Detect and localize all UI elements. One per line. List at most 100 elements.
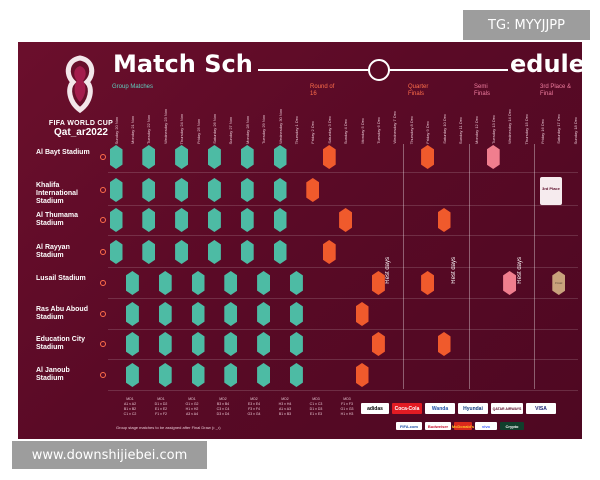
match-hexagon [142,178,156,202]
rest-days-label: Rest days [385,257,391,284]
row-divider [108,390,578,391]
matchday-line: MD1 [188,397,196,401]
stage-label-round16: Round of 16 [310,84,335,97]
matchday-line: E3 v E4 [247,402,261,406]
matchday-line: C3 v C4 [216,407,230,411]
match-hexagon [158,363,172,387]
knockout-match-hexagon [355,302,369,326]
date-column: Friday 2 Dec [308,110,317,144]
matchday-line: A1 v A2 [123,402,137,406]
date-column: Thursday 1 Dec [292,110,301,144]
venue-marker-icon [100,249,106,255]
match-hexagon [158,271,172,295]
venue-label: Al Rayyan Stadium [36,244,70,259]
match-hexagon [191,332,205,356]
date-label: Saturday 3 Dec [326,116,332,144]
date-column: Tuesday 22 Nov [144,110,153,144]
date-column: Saturday 10 Dec [440,110,449,144]
match-hexagon [224,363,238,387]
match-hexagon [191,363,205,387]
page-title-end: edule [510,50,582,78]
third-place-card: 3rd Place [540,177,562,205]
matchday-line: MD2 [219,397,227,401]
knockout-match-hexagon [322,240,336,264]
date-column: Sunday 4 Dec [341,110,350,144]
date-label: Friday 25 Nov [195,119,201,144]
match-hexagon [142,208,156,232]
match-hexagon [289,363,303,387]
matchday-column: MD1 G1 v G2 H1 v H2 A3 v A4 [178,397,206,417]
matchday-line: MD1 [157,397,165,401]
matchday-line: F3 v F4 [248,407,260,411]
match-hexagon [125,302,139,326]
venue-marker-icon [100,217,106,223]
knockout-match-hexagon [503,271,517,295]
venue-label: Lusail Stadium [36,275,86,282]
date-label: Wednesday 7 Dec [392,111,398,144]
date-label: Thursday 1 Dec [293,115,299,144]
stage-label-quarter: Quarter Finals [408,84,429,97]
sponsor-logo: Hyundai [458,403,488,414]
match-hexagon [125,363,139,387]
matchday-line: G3 v G4 [247,412,261,416]
date-column: Thursday 8 Dec [407,110,416,144]
sponsor-logo: QATAR AIRWAYS [491,403,523,414]
date-label: Saturday 10 Dec [441,114,447,144]
knockout-match-hexagon [421,271,435,295]
matchday-line: MD3 [312,397,320,401]
matchday-column: MD2 E3 v E4 F3 v F4 G3 v G4 [240,397,268,417]
knockout-match-hexagon [339,208,353,232]
match-hexagon [158,332,172,356]
match-hexagon [191,302,205,326]
match-hexagon [109,178,123,202]
venue-label: Al Janoub Stadium [36,367,70,382]
date-column: Friday 9 Dec [423,110,432,144]
match-schedule-poster: FIFA WORLD CUP Qat_ar2022 Match Sch edul… [18,42,582,439]
knockout-match-hexagon [437,332,451,356]
venue-label: Ras Abu Aboud Stadium [36,306,88,321]
matchday-line: D1 v D3 [309,407,323,411]
date-column: Wednesday 30 Nov [276,109,285,144]
date-label: Friday 2 Dec [310,121,316,144]
brand-text: FIFA WORLD CUP Qat_ar2022 [26,120,136,138]
date-label: Sunday 20 Nov [113,116,119,144]
date-label: Sunday 27 Nov [228,116,234,144]
matchday-line: D3 v D4 [216,412,230,416]
matchday-line: B1 v B2 [123,407,137,411]
date-column: Saturday 17 Dec [554,110,563,144]
match-hexagon [257,332,271,356]
match-hexagon [175,208,189,232]
date-label: Sunday 11 Dec [457,116,463,144]
date-column: Monday 12 Dec [472,110,481,144]
match-hexagon [240,240,254,264]
date-column: Thursday 15 Dec [522,110,531,144]
matchday-line: MD2 [281,397,289,401]
matchday-column: MD2 B3 v B4 C3 v C4 D3 v D4 [209,397,237,417]
matchday-line: MD2 [250,397,258,401]
watermark-top: TG: MYYJJPP [463,10,590,40]
date-column: Monday 5 Dec [358,110,367,144]
match-hexagon [109,240,123,264]
date-column: Thursday 24 Nov [177,110,186,144]
date-column: Tuesday 29 Nov [259,110,268,144]
row-divider [108,235,578,236]
matchday-line: A1 v A3 [278,407,292,411]
world-cup-emblem-icon [65,55,95,114]
stage-divider [534,144,536,389]
date-label: Saturday 26 Nov [211,114,217,144]
venue-marker-icon [100,187,106,193]
matchday-line: F1 v F2 [155,412,167,416]
date-label: Monday 28 Nov [244,115,250,144]
date-column: Sunday 11 Dec [456,110,465,144]
sponsor-logo: VISA [526,403,556,414]
date-column: Wednesday 7 Dec [390,110,399,144]
match-hexagon [207,178,221,202]
matchday-line: MD1 [126,397,134,401]
matchday-line: C1 v C2 [123,412,137,416]
row-divider [108,359,578,360]
knockout-match-hexagon [371,332,385,356]
date-label: Tuesday 22 Nov [146,115,152,144]
match-hexagon [289,332,303,356]
date-label: Saturday 17 Dec [556,114,562,144]
stage-divider [468,144,470,389]
